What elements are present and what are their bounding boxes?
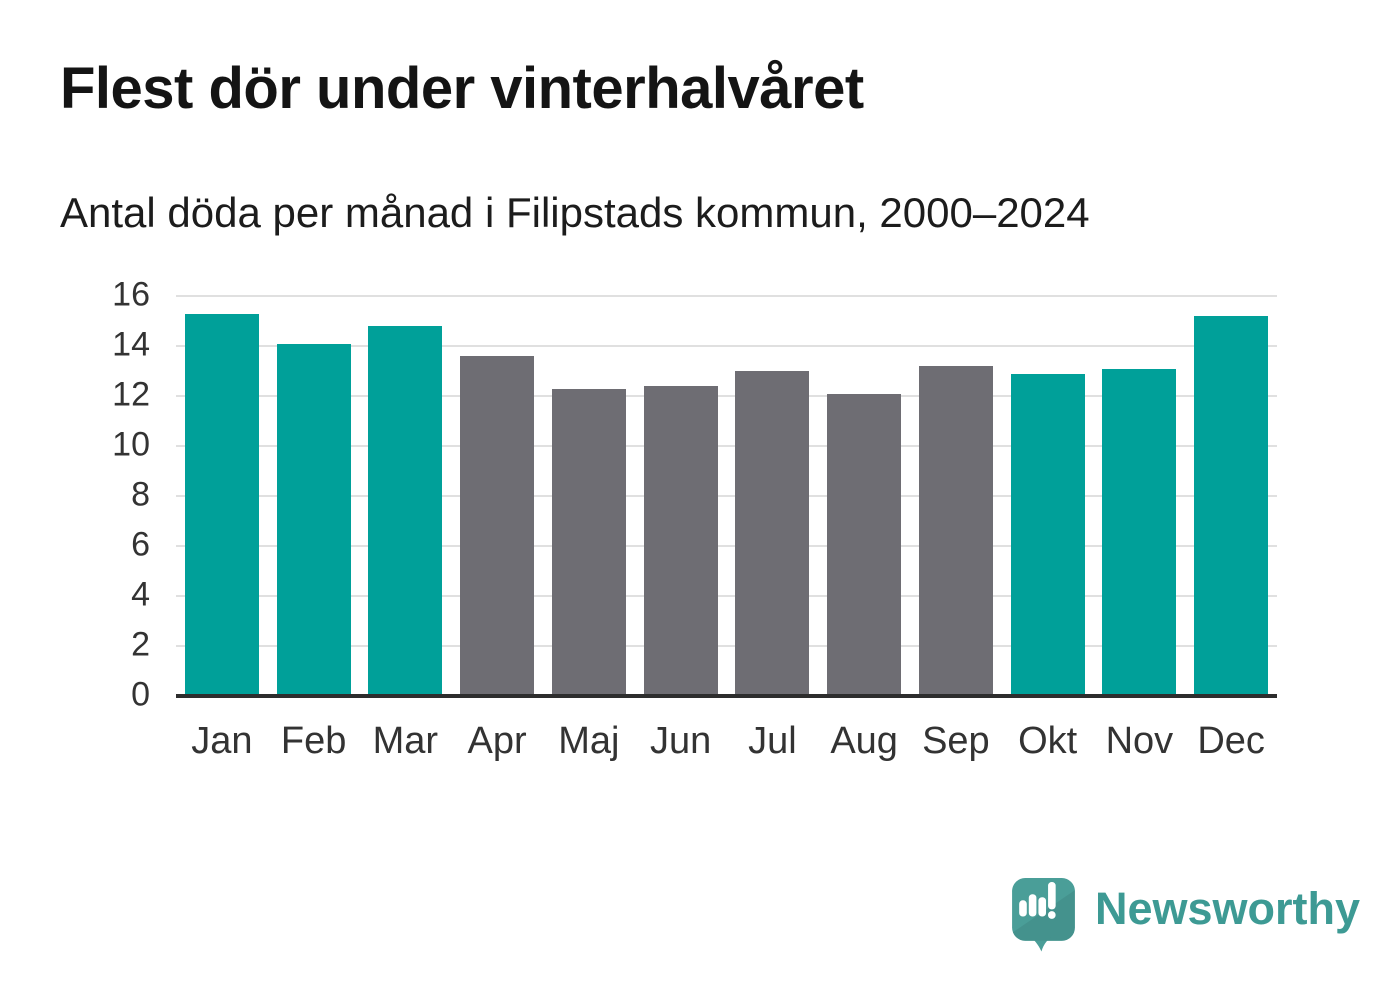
bar-jul [735, 371, 810, 696]
brand-footer: Newsworthy [1012, 878, 1360, 952]
gridline-10 [176, 445, 1277, 447]
chart-title: Flest dör under vinterhalvåret [60, 56, 864, 121]
bar-dec [1194, 316, 1269, 696]
x-tick-label-aug: Aug [830, 720, 898, 762]
x-axis-line [176, 694, 1277, 698]
bar-aug [827, 393, 902, 696]
y-tick-label-14: 14 [112, 325, 150, 364]
x-tick-label-sep: Sep [922, 720, 990, 762]
y-tick-label-4: 4 [131, 575, 150, 614]
x-tick-label-jul: Jul [748, 720, 797, 762]
gridline-6 [176, 545, 1277, 547]
y-tick-label-0: 0 [131, 675, 150, 714]
bar-jan [184, 313, 259, 696]
x-tick-label-apr: Apr [467, 720, 527, 762]
newsworthy-wordmark: Newsworthy [1095, 883, 1361, 934]
newsworthy-logo-icon [1012, 878, 1075, 952]
gridline-8 [176, 495, 1277, 497]
gridline-2 [176, 645, 1277, 647]
y-tick-label-10: 10 [112, 425, 150, 464]
chart-subtitle: Antal döda per månad i Filipstads kommun… [60, 189, 1090, 236]
gridline-4 [176, 595, 1277, 597]
y-tick-label-16: 16 [112, 275, 150, 314]
x-tick-label-mar: Mar [372, 720, 439, 762]
bar-jun [643, 386, 718, 696]
x-tick-label-okt: Okt [1018, 720, 1078, 762]
gridline-16 [176, 295, 1277, 297]
x-tick-label-nov: Nov [1105, 720, 1174, 762]
y-tick-label-2: 2 [131, 625, 150, 664]
bar-sep [918, 366, 993, 696]
x-tick-label-jan: Jan [191, 720, 253, 762]
bar-feb [276, 343, 351, 696]
y-tick-label-8: 8 [131, 475, 150, 514]
gridline-14 [176, 345, 1277, 347]
bar-okt [1010, 373, 1085, 696]
x-tick-label-dec: Dec [1197, 720, 1265, 762]
bar-apr [460, 356, 535, 696]
bar-mar [368, 326, 443, 696]
y-tick-label-12: 12 [112, 375, 150, 414]
x-tick-label-jun: Jun [649, 720, 712, 762]
bar-maj [551, 388, 626, 696]
x-tick-label-maj: Maj [558, 720, 620, 762]
x-tick-label-feb: Feb [280, 720, 347, 762]
bar-chart: 0 2 4 6 8 10 12 14 16 Jan Feb Mar Apr Maj Jun Jul Aug Sep… [112, 276, 1277, 762]
bar-nov [1102, 368, 1177, 696]
gridline-12 [176, 395, 1277, 397]
y-tick-label-6: 6 [131, 525, 150, 564]
